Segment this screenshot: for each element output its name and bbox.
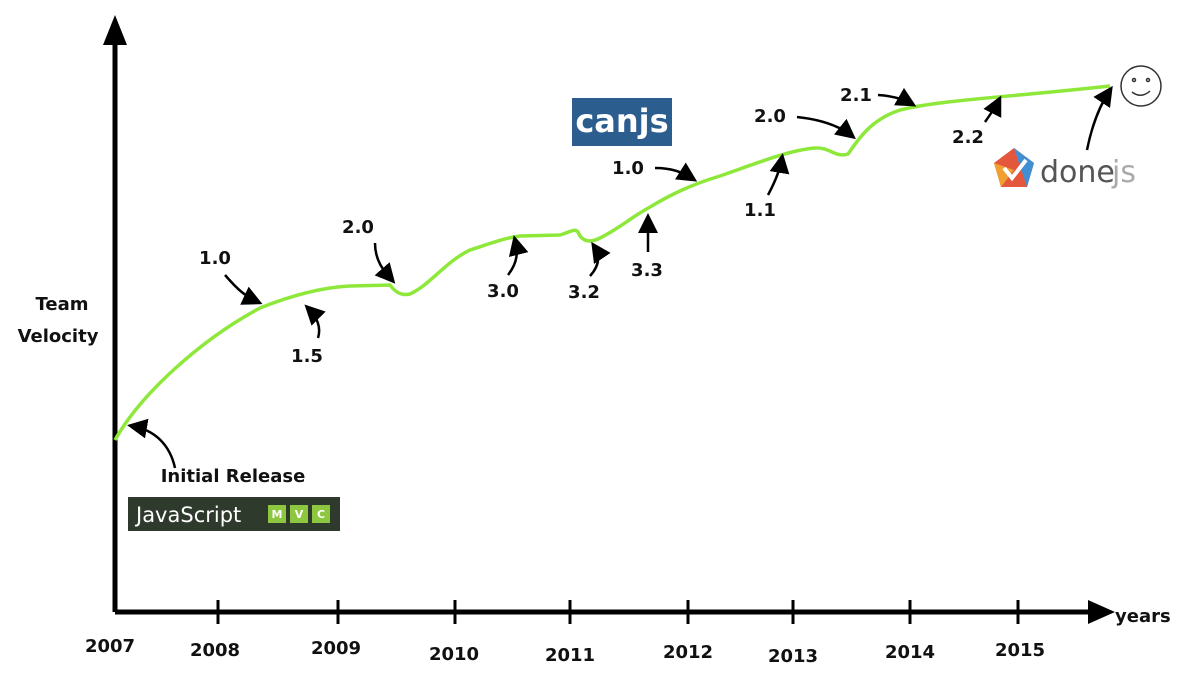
velocity-curve bbox=[113, 84, 1111, 441]
annotation: Initial Release bbox=[161, 466, 306, 487]
arrow bbox=[766, 153, 790, 196]
arrow bbox=[654, 162, 698, 182]
year-label: 2009 bbox=[311, 638, 361, 659]
year-label: 2007 bbox=[85, 636, 135, 657]
annotation: 3.3 bbox=[631, 260, 663, 281]
year-label: 2015 bbox=[995, 640, 1045, 661]
year-label: 2013 bbox=[768, 646, 818, 667]
arrow bbox=[127, 418, 177, 469]
javascriptmvc-logo: JavaScript M V C bbox=[128, 497, 340, 531]
x-ticks bbox=[216, 600, 1020, 624]
y-axis-arrow bbox=[103, 15, 127, 45]
donejs-logo: done js bbox=[994, 148, 1136, 190]
arrow bbox=[589, 241, 611, 277]
year-label: 2011 bbox=[545, 645, 595, 666]
annotation: 3.0 bbox=[487, 281, 519, 302]
annotation: 2.1 bbox=[840, 85, 872, 106]
arrow bbox=[796, 115, 856, 140]
annotation: 2.2 bbox=[952, 127, 984, 148]
smiley bbox=[1120, 65, 1162, 107]
arrow bbox=[224, 274, 263, 305]
annotation: 1.0 bbox=[612, 158, 644, 179]
logo-text: js bbox=[1111, 155, 1136, 190]
y-label: Team bbox=[36, 294, 89, 315]
logo-text: canjs bbox=[575, 102, 668, 140]
annotation: 1.1 bbox=[744, 200, 776, 221]
year-label: 2008 bbox=[190, 640, 240, 661]
canjs-logo: canjs bbox=[572, 98, 672, 146]
annotation: 1.5 bbox=[291, 346, 323, 367]
arrow bbox=[877, 87, 917, 107]
logo-letter: C bbox=[317, 508, 325, 521]
y-label: Velocity bbox=[18, 326, 99, 347]
x-label: years bbox=[1115, 606, 1171, 627]
x-axis-arrow bbox=[1088, 600, 1115, 624]
logo-text: done bbox=[1040, 155, 1115, 190]
year-label: 2010 bbox=[429, 644, 479, 665]
logo-letter: V bbox=[295, 508, 304, 521]
arrow bbox=[1085, 85, 1113, 151]
annotation: 1.0 bbox=[199, 248, 231, 269]
arrow bbox=[983, 95, 1002, 123]
logo-text: JavaScript bbox=[134, 503, 241, 527]
logo-letter: M bbox=[272, 508, 283, 521]
annotation: 2.0 bbox=[754, 106, 786, 127]
arrow bbox=[373, 242, 396, 284]
annotation: 2.0 bbox=[342, 217, 374, 238]
year-label: 2014 bbox=[885, 642, 935, 663]
arrow bbox=[507, 235, 529, 276]
year-label: 2012 bbox=[663, 642, 713, 663]
arrow bbox=[304, 304, 326, 339]
annotation: 3.2 bbox=[568, 282, 600, 303]
